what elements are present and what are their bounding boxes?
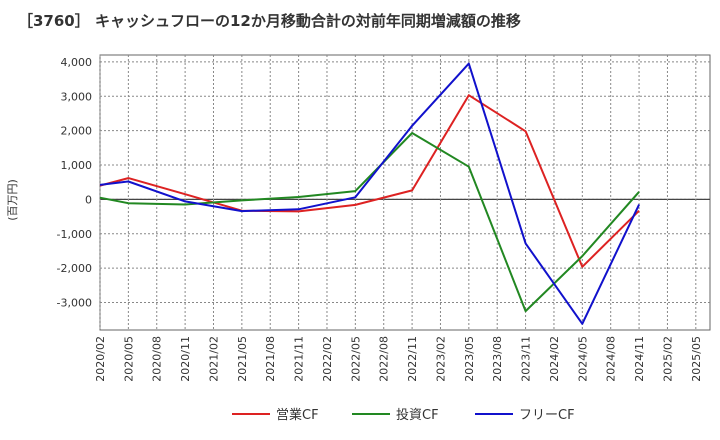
- x-tick-label: 2023/05: [463, 336, 476, 382]
- x-tick-label: 2020/05: [122, 336, 135, 382]
- y-tick-label: 4,000: [61, 56, 93, 69]
- x-tick-label: 2022/11: [406, 336, 419, 382]
- x-tick-label: 2021/05: [236, 336, 249, 382]
- x-tick-label: 2021/11: [293, 336, 306, 382]
- x-tick-label: 2023/08: [491, 336, 504, 382]
- x-tick-label: 2020/02: [94, 336, 107, 382]
- y-tick-label: -1,000: [57, 228, 92, 241]
- legend-label: 投資CF: [396, 407, 439, 423]
- x-tick-label: 2022/02: [321, 336, 334, 382]
- y-axis-ticks: 4,000 3,000 2,000 1,000 0 -1,000 -2,000 -3,000: [57, 56, 92, 310]
- chart-title: ［3760］ キャッシュフローの12か月移動合計の対前年同期増減額の推移: [18, 12, 521, 30]
- x-tick-label: 2020/08: [151, 336, 164, 382]
- x-tick-label: 2022/08: [378, 336, 391, 382]
- y-tick-label: 2,000: [61, 125, 93, 138]
- x-tick-label: 2020/11: [179, 336, 192, 382]
- legend-label: フリーCF: [519, 408, 575, 423]
- legend: 営業CF 投資CF フリーCF: [232, 407, 575, 423]
- x-tick-label: 2021/02: [207, 336, 220, 382]
- x-tick-label: 2021/08: [264, 336, 277, 382]
- series-line: [99, 94, 640, 268]
- x-tick-label: 2023/02: [434, 336, 447, 382]
- series-line: [99, 132, 640, 313]
- series-lines: [99, 62, 641, 325]
- x-tick-label: 2025/05: [690, 336, 703, 382]
- x-tick-label: 2024/08: [605, 336, 618, 382]
- x-tick-label: 2023/11: [520, 336, 533, 382]
- x-axis-ticks: 2020/02 2020/05 2020/08 2020/11 2021/02 2021/…: [94, 336, 703, 382]
- x-tick-label: 2025/02: [661, 336, 674, 382]
- x-tick-label: 2024/05: [576, 336, 589, 382]
- legend-label: 営業CF: [276, 407, 319, 423]
- x-tick-label: 2024/02: [548, 336, 561, 382]
- y-tick-label: -3,000: [57, 297, 92, 310]
- y-tick-label: 1,000: [61, 159, 93, 172]
- y-tick-label: 0: [85, 193, 92, 206]
- x-tick-label: 2024/11: [633, 336, 646, 382]
- y-tick-label: 3,000: [61, 90, 93, 103]
- series-line: [99, 62, 641, 325]
- x-tick-label: 2022/05: [349, 336, 362, 382]
- y-tick-label: -2,000: [57, 262, 92, 275]
- y-axis-label: (百万円): [6, 179, 19, 221]
